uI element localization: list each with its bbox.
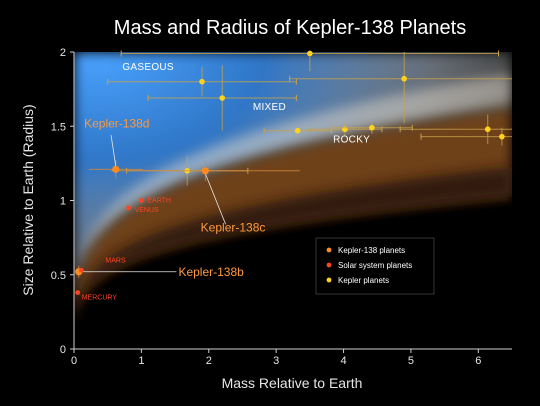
solar-planet-label: VENUS [135,207,159,214]
kepler-planet-dot [307,50,313,57]
legend-entry: Solar system planets [338,261,412,270]
kepler-138-dot [201,167,209,175]
kepler-planet-dot [219,95,226,101]
kepler-138-label: Kepler-138c [201,221,266,235]
solar-planet-label: EARTH [147,198,171,205]
data-marks: GASEOUS MIXED ROCKY Kepler-138b Kepler-138c K… [75,50,512,302]
kepler-planet-point [420,127,512,146]
y-tick-label: 2 [60,47,66,59]
legend-entry: Kepler planets [338,276,389,285]
y-tick-label: 0.5 [51,270,66,282]
solar-planet-dot [126,205,131,211]
x-tick-label: 2 [206,355,212,367]
legend-entry: Kepler-138 planets [338,246,405,255]
solar-planet-dot [79,267,84,273]
x-tick-label: 1 [138,355,144,367]
solar-planet-mercury: MERCURY [75,290,118,302]
kepler-planet-dot [401,75,407,82]
leader-line [205,173,226,225]
kepler-138-point-kepler-138c: Kepler-138c [111,160,300,235]
kepler-planet-point [120,50,500,72]
rocky-region-fade [74,166,512,342]
kepler-planet-dot [484,126,491,133]
y-tick-label: 0 [60,344,66,356]
kepler-planet-point [330,121,413,134]
plot-background [74,52,512,349]
legend: Kepler-138 planets Solar system planets Ke… [315,237,435,295]
x-axis-title: Mass Relative to Earth [222,375,363,391]
axes: 0 1 2 3 4 5 6 0 0.5 1 1.5 2 [51,47,512,367]
gaseous-region [74,52,512,337]
kepler-138-label: Kepler-138d [84,117,149,131]
kepler-planet-dot [294,127,301,134]
kepler-planet-dot [199,78,205,85]
kepler-138-dot [112,165,120,173]
kepler-138-label: Kepler-138b [178,265,244,279]
kepler-planet-point [399,114,512,145]
legend-marker [326,262,332,268]
kepler-planet-dot [499,133,505,140]
x-tick-label: 5 [408,355,414,367]
region-label-gaseous: GASEOUS [122,62,174,73]
kepler-planet-point [147,65,297,131]
solar-planet-earth: EARTH [138,198,171,205]
x-tick-label: 3 [273,355,279,367]
legend-marker [326,277,332,283]
solar-planet-venus: VENUS [126,205,159,214]
y-axis-title: Size Relative to Earth (Radius) [20,104,36,295]
kepler-138-point-kepler-138d: Kepler-138d [84,117,149,179]
kepler-planet-point [107,66,297,97]
y-tick-label: 1.5 [51,121,66,133]
y-tick-label: 1 [60,196,66,208]
chart-title: Mass and Radius of Kepler-138 Planets [114,17,466,39]
legend-box [315,237,435,295]
solar-planet-dot [138,198,144,203]
mixed-region [74,73,512,337]
x-tick-label: 0 [71,355,77,367]
solar-planet-label: MERCURY [82,295,118,302]
region-label-rocky: ROCKY [333,135,370,146]
x-tick-label: 4 [340,355,346,367]
kepler-planet-dot [369,124,375,131]
legend-marker [326,247,332,253]
solar-planet-mars: MARS [79,257,126,273]
region-label-mixed: MIXED [253,102,286,113]
leader-line [110,135,117,167]
x-tick-label: 6 [475,355,481,367]
kepler-planet-point [289,52,512,124]
solar-planet-dot [75,290,81,295]
rocky-region [74,107,512,342]
solar-planet-label: MARS [105,257,126,264]
